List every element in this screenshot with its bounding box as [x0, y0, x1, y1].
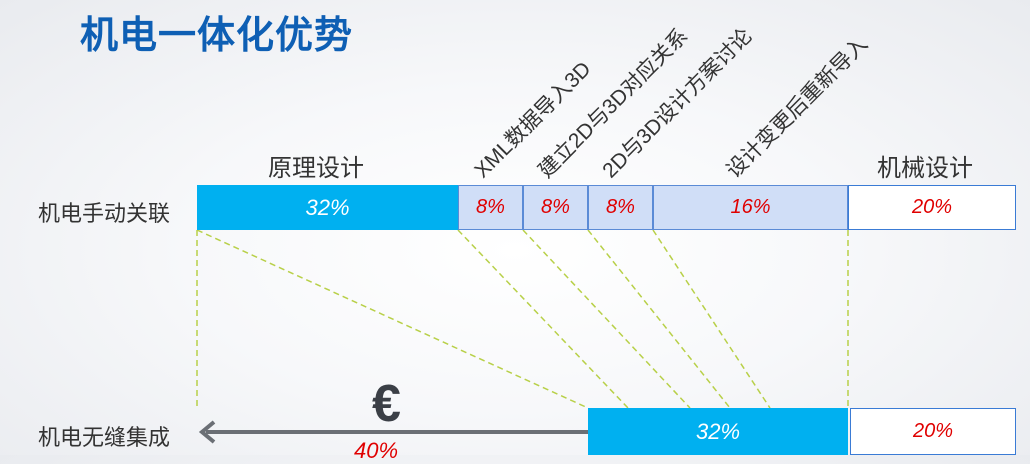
segment-relation: 8%	[523, 185, 588, 230]
connector-line	[522, 229, 691, 409]
segment-mechanical-manual: 20%	[848, 185, 1016, 230]
segment-mechanical-seamless: 20%	[850, 408, 1016, 455]
connector-line	[457, 229, 629, 409]
segment-schematic-manual: 32%	[197, 185, 458, 230]
category-mechanical-label: 机械设计	[877, 155, 973, 182]
left-arrow	[198, 420, 588, 444]
segment-reimport: 16%	[653, 185, 848, 230]
page-title: 机电一体化优势	[80, 15, 354, 57]
segment-xml-import: 8%	[458, 185, 523, 230]
connector-line	[652, 229, 771, 409]
segment-integrated-design: 32%	[588, 408, 848, 455]
row-manual-label: 机电手动关联	[38, 201, 171, 226]
connector-line	[196, 229, 589, 409]
saving-percentage: 40%	[354, 438, 399, 463]
segment-discussion: 8%	[588, 185, 653, 230]
connector-line	[587, 229, 731, 409]
category-schematic-label: 原理设计	[268, 155, 364, 182]
row-seamless-label: 机电无缝集成	[38, 425, 171, 450]
euro-icon: €	[372, 375, 401, 433]
